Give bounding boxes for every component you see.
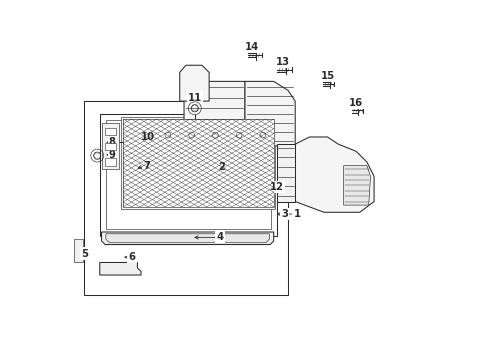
Text: 16: 16 (349, 98, 363, 108)
Text: 10: 10 (141, 132, 155, 142)
Bar (105, 158, 116, 166)
Polygon shape (122, 117, 275, 209)
Text: 9: 9 (109, 150, 116, 160)
Text: 2: 2 (218, 162, 225, 172)
Polygon shape (106, 234, 270, 243)
Text: 3: 3 (281, 209, 288, 219)
Bar (105, 143, 116, 150)
Text: 6: 6 (128, 252, 136, 262)
Bar (74, 239, 82, 262)
Text: 14: 14 (245, 42, 259, 52)
Text: 1: 1 (294, 209, 300, 219)
Polygon shape (184, 81, 245, 146)
Text: 11: 11 (188, 93, 202, 103)
Bar (84, 101, 288, 295)
Polygon shape (295, 137, 374, 212)
Text: 13: 13 (276, 57, 290, 67)
Text: 15: 15 (320, 71, 335, 81)
Polygon shape (343, 166, 370, 205)
Polygon shape (277, 144, 295, 202)
Text: 7: 7 (143, 161, 150, 171)
Polygon shape (100, 262, 141, 275)
Bar (101, 123, 120, 169)
Polygon shape (101, 232, 274, 244)
Polygon shape (245, 81, 295, 146)
Polygon shape (123, 119, 274, 207)
Bar (105, 128, 116, 135)
Text: 8: 8 (109, 138, 116, 147)
Text: 4: 4 (216, 232, 223, 242)
Polygon shape (180, 65, 209, 101)
Text: 12: 12 (270, 182, 284, 192)
Text: 5: 5 (81, 248, 88, 258)
